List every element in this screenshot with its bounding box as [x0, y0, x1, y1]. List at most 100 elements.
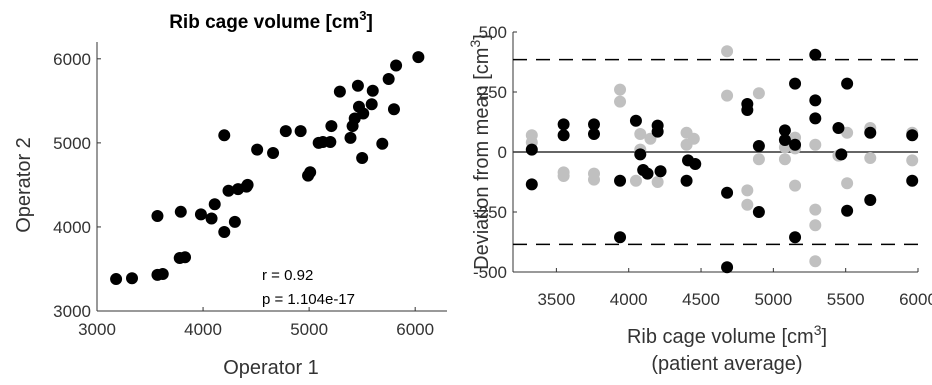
right-data-point-black — [752, 140, 765, 152]
right-x-axis-label: Rib cage volume [cm3] — [627, 322, 827, 348]
right-data-point-black — [629, 114, 642, 127]
correlation-r-label: r = 0.92 — [262, 267, 313, 284]
right-data-point-black — [614, 174, 627, 187]
right-data-point-black — [789, 77, 802, 90]
right-y-tick-label: 500 — [479, 23, 507, 42]
right-data-point-black — [721, 186, 734, 199]
right-data-point-black — [778, 124, 791, 137]
left-x-axis-label: Operator 1 — [223, 357, 319, 379]
right-data-point-black — [588, 128, 600, 140]
right-data-point-black — [741, 98, 754, 110]
left-x-tick-label: 5000 — [290, 320, 328, 339]
right-x-tick-label: 6000 — [899, 290, 932, 309]
right-data-point-black — [525, 143, 538, 156]
right-data-point-black — [588, 118, 600, 131]
right-data-point-grey — [841, 177, 854, 190]
left-data-point — [412, 51, 425, 64]
left-chart-title: Rib cage volume [cm3] — [169, 8, 373, 33]
right-x-tick-label: 4000 — [610, 290, 648, 309]
left-y-axis-label: Operator 2 — [13, 137, 35, 233]
right-data-point-grey — [651, 176, 664, 188]
right-data-point-black — [906, 129, 919, 142]
left-data-point — [205, 212, 218, 225]
left-data-point — [156, 268, 169, 281]
left-data-point — [351, 79, 364, 92]
right-x-tick-label: 5000 — [754, 290, 792, 309]
left-data-point — [356, 152, 369, 165]
left-data-point — [357, 107, 370, 120]
left-data-point — [179, 251, 192, 264]
right-data-point-grey — [906, 154, 919, 167]
right-data-point-grey — [614, 83, 627, 96]
left-x-tick-label: 4000 — [184, 320, 222, 339]
right-data-point-black — [906, 174, 919, 187]
left-x-tick-label: 3000 — [78, 320, 116, 339]
left-scatter-points — [110, 51, 425, 286]
right-data-point-black — [614, 231, 627, 244]
left-data-point — [390, 59, 403, 72]
right-panel: 350040004500500055006000-500-2500250500 … — [467, 23, 932, 375]
right-data-point-black — [634, 148, 647, 161]
right-data-point-black — [525, 178, 538, 191]
left-data-point — [267, 146, 280, 159]
right-data-point-black — [778, 134, 791, 146]
left-data-point — [325, 120, 338, 133]
right-data-point-grey — [809, 219, 822, 232]
left-data-point — [376, 137, 389, 150]
left-y-tick-label: 5000 — [53, 134, 91, 153]
left-panel: Rib cage volume [cm3] 3000 4000 5000 6000 30… — [13, 8, 447, 379]
left-y-tick-label: 6000 — [53, 50, 91, 69]
right-data-point-black — [654, 165, 667, 178]
left-data-point — [174, 205, 187, 218]
right-data-point-grey — [687, 132, 700, 145]
right-data-point-black — [651, 125, 664, 138]
left-data-point — [218, 225, 231, 238]
right-data-point-grey — [741, 198, 754, 211]
right-scatter-points — [525, 45, 919, 274]
right-data-point-grey — [721, 89, 734, 102]
right-x-tick-label: 5500 — [827, 290, 865, 309]
left-data-point — [333, 85, 346, 98]
right-data-point-black — [789, 138, 802, 151]
right-y-tick-label: -500 — [473, 263, 507, 282]
right-data-point-black — [864, 194, 877, 206]
right-y-tick-label: 0 — [498, 143, 507, 162]
right-data-point-grey — [809, 138, 822, 151]
right-data-point-grey — [809, 203, 822, 216]
correlation-p-label: p = 1.104e-17 — [262, 291, 355, 308]
right-data-point-grey — [741, 184, 754, 197]
right-data-point-grey — [809, 255, 822, 268]
left-data-point — [365, 98, 378, 111]
left-data-point — [222, 184, 235, 197]
right-y-tick-label: 250 — [479, 83, 507, 102]
left-data-point — [324, 136, 337, 149]
right-data-point-black — [809, 112, 822, 125]
right-data-point-black — [680, 174, 693, 187]
right-data-point-black — [721, 261, 734, 274]
right-data-point-grey — [629, 174, 642, 187]
left-data-point — [294, 125, 307, 138]
right-data-point-black — [809, 94, 822, 107]
left-data-point — [228, 215, 241, 228]
right-data-point-grey — [557, 170, 570, 182]
right-data-point-grey — [634, 128, 647, 140]
left-data-point — [151, 210, 164, 223]
right-data-point-black — [689, 158, 702, 170]
left-data-point — [387, 103, 400, 116]
right-x-axis-sublabel: (patient average) — [651, 353, 802, 375]
left-data-point — [126, 272, 138, 285]
right-data-point-grey — [588, 173, 600, 186]
left-data-point — [344, 131, 357, 144]
left-data-point — [304, 166, 317, 179]
left-y-tick-label: 4000 — [53, 218, 91, 237]
right-y-axis-label: Deviation from mean [cm3] — [467, 34, 493, 270]
left-data-point — [251, 143, 264, 156]
left-y-tick-label: 3000 — [53, 302, 91, 321]
left-data-point — [194, 208, 207, 221]
left-data-point — [208, 198, 221, 211]
left-data-point — [279, 125, 292, 138]
right-data-point-black — [752, 206, 765, 218]
right-data-point-black — [841, 204, 854, 217]
right-data-point-grey — [614, 95, 627, 108]
